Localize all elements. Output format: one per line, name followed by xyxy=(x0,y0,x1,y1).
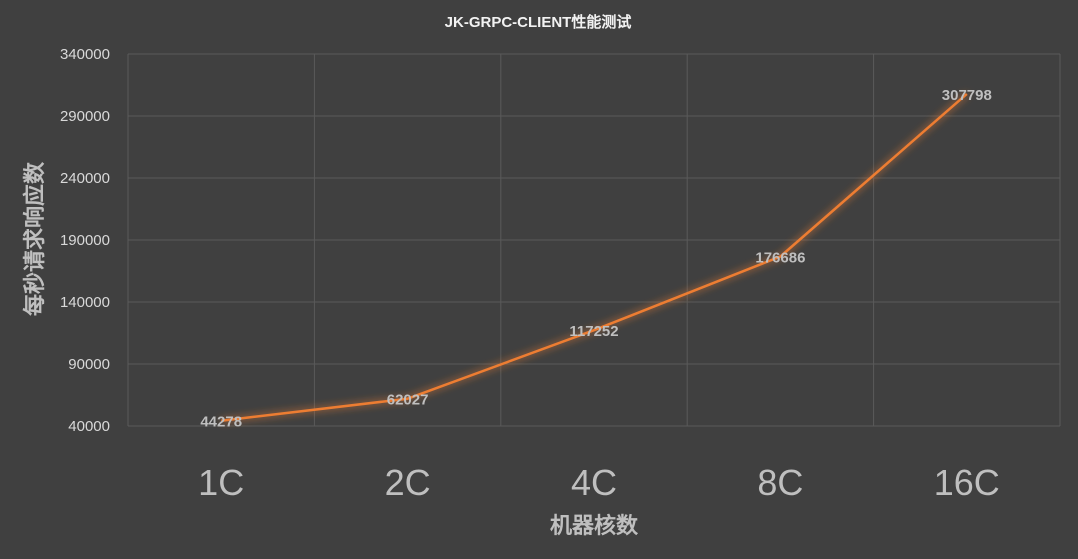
y-tick-label: 340000 xyxy=(60,46,110,63)
data-label: 307798 xyxy=(942,87,992,104)
y-tick-label: 140000 xyxy=(60,294,110,311)
x-tick-label: 8C xyxy=(757,462,803,503)
data-label: 62027 xyxy=(387,392,429,409)
y-tick-label: 290000 xyxy=(60,108,110,125)
y-tick-label: 40000 xyxy=(68,418,110,435)
data-label: 44278 xyxy=(200,414,242,431)
gridlines xyxy=(127,53,1061,427)
y-tick-label: 190000 xyxy=(60,232,110,249)
y-axis-ticks: 40000 90000 140000 190000 240000 290000 340000 xyxy=(60,46,110,435)
y-tick-label: 90000 xyxy=(68,356,110,373)
x-tick-label: 16C xyxy=(934,462,1000,503)
x-tick-label: 4C xyxy=(571,462,617,503)
data-labels: 44278 62027 117252 176686 307798 xyxy=(200,87,991,431)
series-line xyxy=(221,92,968,422)
chart-title: JK-GRPC-CLIENT性能测试 xyxy=(445,13,632,31)
data-label: 117252 xyxy=(569,323,618,340)
x-axis-label: 机器核数 xyxy=(550,513,639,538)
x-tick-label: 2C xyxy=(385,462,431,503)
y-tick-label: 240000 xyxy=(60,170,110,187)
x-tick-label: 1C xyxy=(198,462,244,503)
y-axis-label: 每秒请求响应数 xyxy=(22,161,47,316)
data-label: 176686 xyxy=(755,250,805,267)
x-axis-ticks: 1C 2C 4C 8C 16C xyxy=(198,462,1000,503)
series-layer xyxy=(221,92,968,422)
